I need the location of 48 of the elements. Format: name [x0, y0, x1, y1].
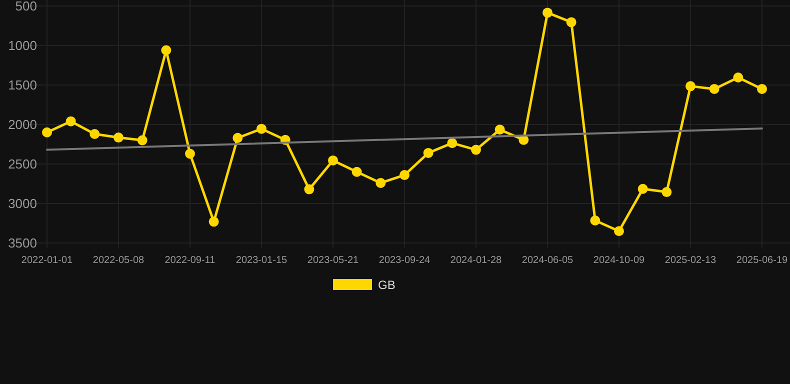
- x-tick-label: 2024-06-05: [522, 255, 574, 266]
- y-tick-label: 2500: [8, 156, 37, 172]
- point: [447, 138, 458, 148]
- legend-label: GB: [378, 278, 396, 292]
- x-tick-label: 2025-06-19: [736, 255, 788, 266]
- point: [662, 187, 672, 198]
- y-tick-label: 1500: [8, 78, 37, 93]
- point: [757, 84, 767, 94]
- x-tick-label: 2022-01-01: [21, 255, 74, 266]
- point: [42, 127, 52, 138]
- point: [137, 135, 148, 146]
- point: [328, 155, 338, 166]
- point: [66, 116, 76, 126]
- point: [208, 216, 219, 227]
- x-tick-label: 2023-09-24: [378, 255, 431, 266]
- y-tick-label: 1000: [8, 38, 37, 54]
- y-tick-label: 500: [15, 0, 37, 14]
- point: [256, 124, 266, 134]
- y-tick-label: 3500: [8, 236, 37, 251]
- point: [423, 148, 434, 158]
- point: [185, 148, 195, 159]
- point: [686, 81, 696, 92]
- point: [114, 132, 124, 143]
- point: [733, 72, 744, 82]
- x-tick-label: 2023-05-21: [307, 255, 360, 266]
- point: [566, 17, 576, 28]
- point: [161, 45, 172, 56]
- y-tick-label: 2000: [8, 117, 37, 132]
- point: [400, 170, 410, 180]
- point: [542, 8, 552, 18]
- x-tick-label: 2022-05-08: [92, 255, 145, 266]
- point: [638, 184, 648, 194]
- y-tick-label: 3000: [8, 196, 37, 212]
- x-tick-label: 2024-10-09: [593, 255, 646, 266]
- x-tick-label: 2024-01-28: [450, 255, 502, 266]
- point: [709, 84, 720, 94]
- point: [352, 166, 362, 177]
- point: [590, 215, 600, 226]
- point: [614, 226, 624, 236]
- point: [90, 128, 100, 139]
- point: [471, 144, 481, 155]
- point: [494, 124, 505, 135]
- point: [304, 184, 314, 194]
- x-tick-label: 2025-02-13: [664, 255, 717, 266]
- x-tick-label: 2023-01-15: [236, 255, 288, 266]
- x-tick-label: 2022-09-11: [164, 255, 216, 266]
- point: [376, 178, 386, 188]
- point: [232, 132, 243, 143]
